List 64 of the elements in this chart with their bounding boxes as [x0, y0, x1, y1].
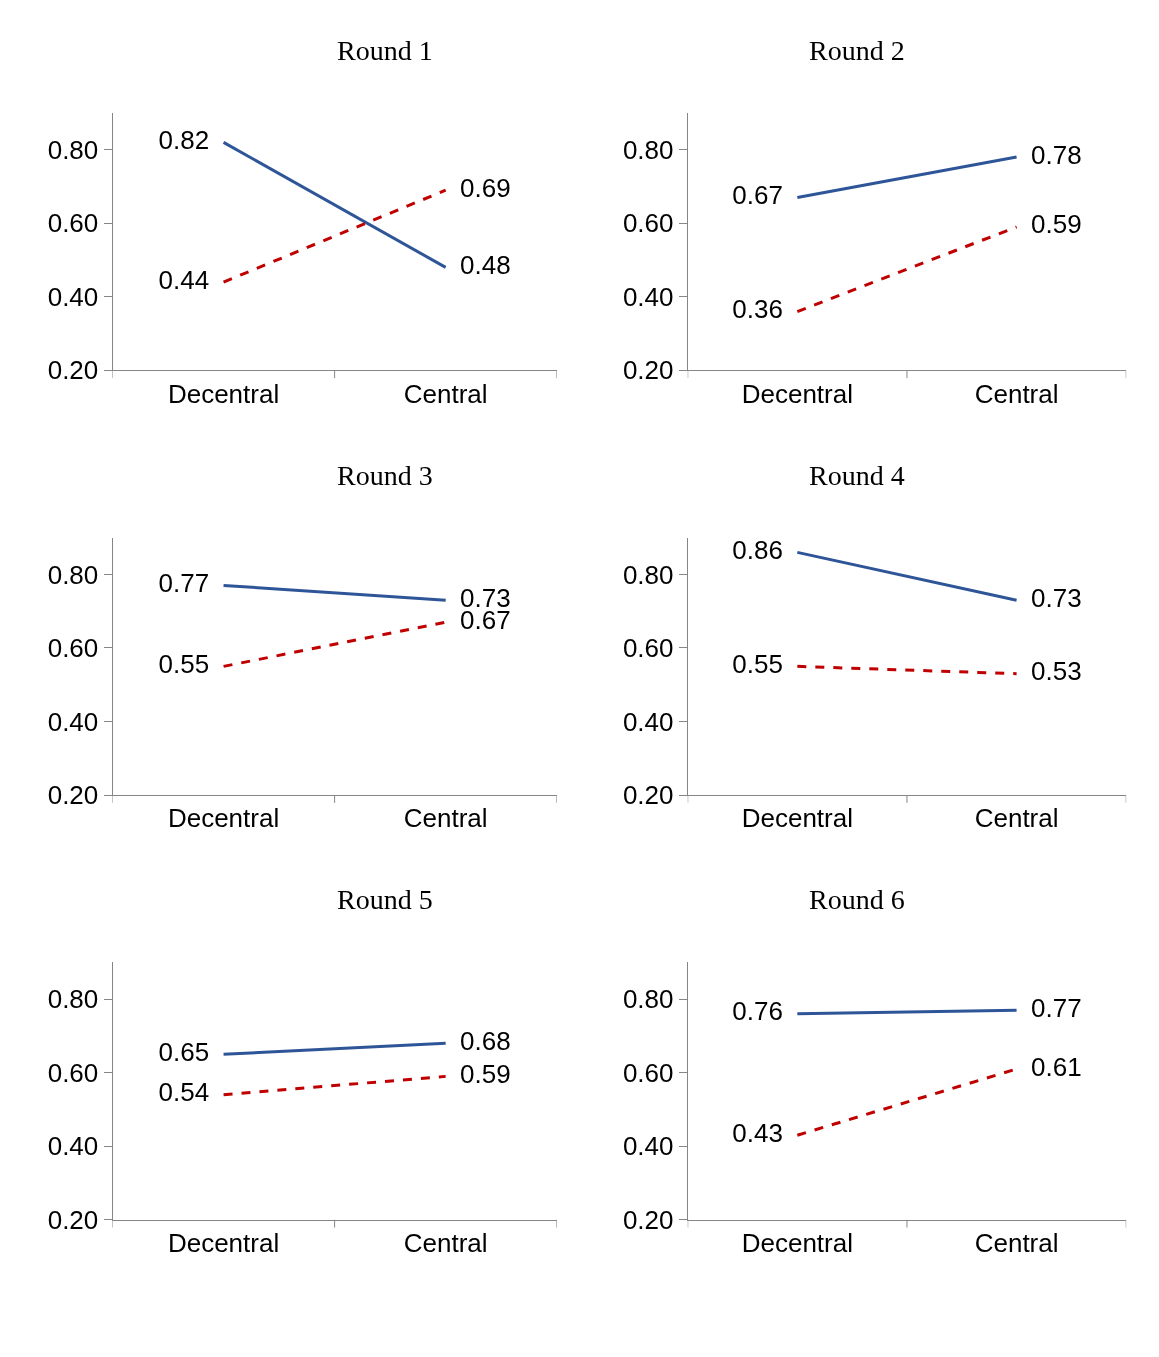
- y-tick-label: 0.80: [622, 134, 674, 165]
- data-label: 0.54: [144, 1077, 224, 1108]
- data-label: 0.53: [1016, 656, 1097, 687]
- data-label: 0.77: [1016, 992, 1097, 1023]
- x-tick-label: Central: [403, 378, 488, 409]
- data-label: 0.67: [717, 180, 798, 211]
- data-label: 0.55: [717, 648, 798, 679]
- y-tick-label: 0.80: [47, 984, 99, 1015]
- data-label: 0.44: [144, 264, 224, 295]
- chart-title: Round 5: [337, 884, 433, 915]
- y-tick-label: 0.60: [622, 633, 674, 664]
- y-tick-label: 0.20: [47, 355, 99, 386]
- y-tick-label: 0.40: [622, 281, 674, 312]
- data-label: 0.82: [144, 124, 224, 155]
- x-tick-label: Central: [974, 1227, 1059, 1258]
- x-tick-label: Decentral: [741, 1227, 853, 1258]
- x-tick-label: Decentral: [167, 803, 280, 834]
- x-tick-label: Central: [403, 1227, 488, 1258]
- y-tick-label: 0.20: [47, 1204, 99, 1235]
- chart-title: Round 2: [809, 35, 905, 66]
- data-label: 0.73: [1016, 582, 1097, 613]
- data-label: 0.76: [717, 996, 798, 1027]
- y-tick-label: 0.80: [622, 984, 674, 1015]
- y-tick-label: 0.40: [47, 1131, 99, 1162]
- chart-title: Round 6: [809, 884, 905, 915]
- data-label: 0.43: [717, 1117, 798, 1148]
- chart-title: Round 4: [809, 460, 905, 491]
- chart-title: Round 3: [337, 460, 433, 491]
- x-tick-label: Decentral: [741, 803, 853, 834]
- data-label: 0.36: [717, 294, 798, 325]
- x-tick-label: Central: [974, 378, 1059, 409]
- x-tick-label: Decentral: [167, 378, 280, 409]
- y-tick-label: 0.80: [47, 559, 99, 590]
- x-tick-label: Central: [974, 803, 1059, 834]
- y-tick-label: 0.60: [47, 208, 99, 239]
- data-label: 0.69: [445, 172, 526, 203]
- x-tick-label: Central: [403, 803, 488, 834]
- data-label: 0.59: [1016, 209, 1097, 240]
- y-tick-label: 0.20: [622, 355, 674, 386]
- data-label: 0.59: [445, 1058, 526, 1089]
- y-tick-label: 0.40: [622, 706, 674, 737]
- y-tick-label: 0.60: [622, 208, 674, 239]
- y-tick-label: 0.60: [47, 633, 99, 664]
- data-label: 0.65: [144, 1036, 224, 1067]
- data-label: 0.78: [1016, 139, 1097, 170]
- chart-title: Round 1: [337, 35, 433, 66]
- y-tick-label: 0.20: [622, 1204, 674, 1235]
- data-label: 0.86: [717, 534, 798, 565]
- y-tick-label: 0.40: [622, 1131, 674, 1162]
- x-tick-label: Decentral: [167, 1227, 280, 1258]
- y-tick-label: 0.40: [47, 281, 99, 312]
- y-tick-label: 0.20: [622, 780, 674, 811]
- y-tick-label: 0.20: [47, 780, 99, 811]
- y-tick-label: 0.40: [47, 706, 99, 737]
- y-tick-label: 0.80: [47, 134, 99, 165]
- data-label: 0.48: [445, 249, 526, 280]
- x-tick-label: Decentral: [741, 378, 853, 409]
- y-tick-label: 0.80: [622, 559, 674, 590]
- data-label: 0.61: [1016, 1051, 1097, 1082]
- y-tick-label: 0.60: [622, 1057, 674, 1088]
- data-label: 0.55: [144, 648, 224, 679]
- data-label: 0.68: [445, 1025, 526, 1056]
- data-label: 0.77: [144, 567, 224, 598]
- y-tick-label: 0.60: [47, 1057, 99, 1088]
